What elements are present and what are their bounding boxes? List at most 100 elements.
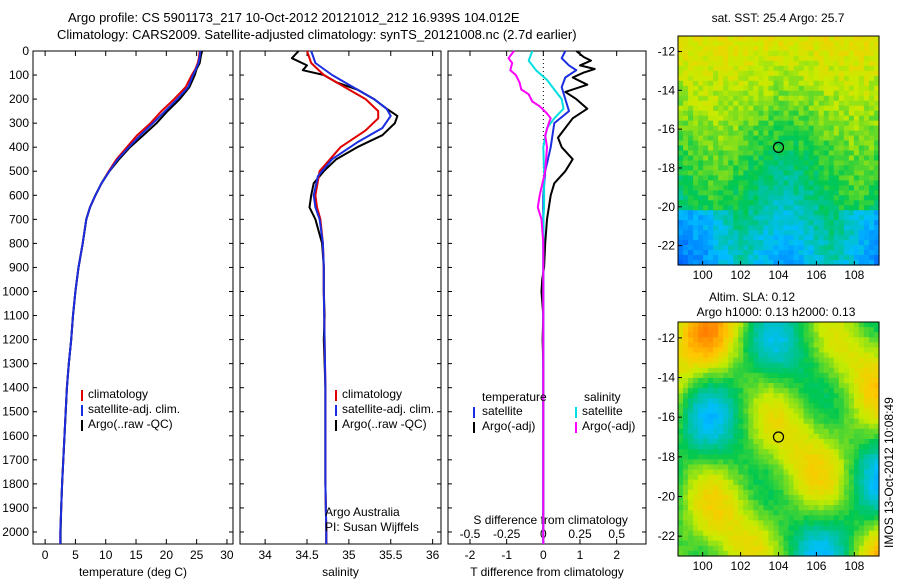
sla_map-cell — [693, 535, 699, 542]
sst_map-cell — [863, 110, 870, 117]
sla_map-cell — [713, 515, 719, 521]
temperature-xtick-label: 30 — [220, 548, 234, 562]
sst_map-cell — [733, 135, 739, 142]
sst_map-cell — [743, 215, 749, 221]
sst_map-cell — [753, 40, 760, 47]
sla_map-cell — [843, 357, 850, 364]
sst_map-cell — [813, 255, 820, 261]
sst_map-cell — [688, 70, 694, 77]
sla_map-cell — [698, 464, 704, 471]
sst_map-cell — [688, 175, 694, 181]
sla_map-cell — [743, 474, 749, 481]
sla_map-cell — [863, 398, 870, 404]
sla_map-cell — [823, 357, 830, 364]
sst_map-cell — [778, 205, 785, 211]
sst_map-cell — [758, 110, 765, 117]
sla_map-cell — [863, 357, 870, 364]
sla_map-cell — [703, 372, 709, 379]
sla_map-cell — [798, 479, 805, 486]
sst_map-cell — [723, 240, 729, 246]
sst_map-cell — [823, 180, 830, 186]
sla_map-cell — [718, 510, 724, 516]
sla_map-cell — [858, 347, 865, 354]
sst_map-cell — [718, 205, 724, 211]
sst_map-cell — [753, 220, 760, 226]
sst_map-cell — [838, 195, 845, 201]
sst_map-cell — [803, 150, 810, 157]
sla_map-cell — [738, 342, 744, 349]
sst_map-cell — [728, 130, 734, 137]
sla_map-cell — [828, 342, 835, 349]
sla_map-cell — [748, 362, 754, 369]
sla_map-cell — [678, 464, 684, 471]
sla_map-cell — [683, 505, 689, 511]
sst_map-cell — [803, 55, 810, 62]
sst_map-cell — [708, 195, 714, 201]
sst_map-cell — [683, 225, 689, 231]
sla_map-cell — [833, 413, 840, 420]
sla_map-cell — [678, 540, 684, 547]
sla_map-cell — [693, 388, 699, 394]
sla_map-cell — [698, 500, 704, 506]
sla_map-cell — [803, 408, 810, 415]
sla_map-cell — [743, 398, 749, 404]
sla_map-cell — [868, 408, 875, 415]
sst_map-cell — [838, 130, 845, 137]
difference-xtick-label: 0 — [540, 548, 547, 562]
sla_map-cell — [758, 352, 765, 359]
sst_map-cell — [763, 260, 770, 266]
sst_map-cell — [838, 250, 845, 256]
sla_map-cell — [873, 337, 880, 343]
sla_map-cell — [813, 322, 820, 328]
sla_map-cell — [773, 367, 780, 374]
sla_map-cell — [798, 342, 805, 349]
sst_map-cell — [783, 235, 790, 241]
sst_map-cell — [743, 115, 749, 122]
sla_map-cell — [693, 403, 699, 410]
sla_map-cell — [833, 428, 840, 435]
sst_map-cell — [733, 245, 739, 251]
sla_map-cell — [828, 398, 835, 404]
sla_map-cell — [733, 459, 739, 466]
sst_map-cell — [683, 165, 689, 172]
sla_map-cell — [798, 347, 805, 354]
sla_map-cell — [783, 550, 790, 557]
sla_map-cell — [843, 342, 850, 349]
sst_map-cell — [818, 90, 825, 97]
sst_map-cell — [708, 205, 714, 211]
sla_map-cell — [733, 433, 739, 440]
sst_map-cell — [708, 175, 714, 181]
sla_map-cell — [698, 418, 704, 425]
sla_map-cell — [868, 515, 875, 521]
difference-xtick-label: -1 — [501, 548, 512, 562]
sst_map-cell — [728, 95, 734, 102]
sla_map-cell — [803, 322, 810, 328]
sla_map-cell — [848, 388, 855, 394]
sst_map-cell — [838, 210, 845, 216]
sla_map-cell — [758, 459, 765, 466]
sst_map-cell — [783, 150, 790, 157]
sst_map-cell — [723, 245, 729, 251]
sla_map-cell — [693, 474, 699, 481]
sst_map-cell — [808, 145, 815, 152]
sst_map-cell — [708, 110, 714, 117]
sst_map-cell — [778, 50, 785, 57]
sst_map-cell — [778, 60, 785, 67]
sla_map-cell — [828, 449, 835, 455]
sst_map-cell — [693, 40, 699, 47]
sst_map-cell — [838, 70, 845, 77]
sla_map-cell — [728, 327, 734, 333]
sla_map-cell — [758, 535, 765, 542]
sst_map-cell — [793, 145, 800, 152]
sst_map-cell — [823, 160, 830, 167]
sst_map-cell — [793, 36, 800, 42]
sst_map-cell — [738, 50, 744, 57]
sst_map-cell — [823, 105, 830, 112]
sla_map-cell — [678, 505, 684, 511]
sla_map-cell — [713, 342, 719, 349]
sst_map-cell — [843, 175, 850, 181]
sst_map-cell — [813, 110, 820, 117]
sst_map-cell — [823, 50, 830, 57]
sst_map-cell — [788, 215, 795, 221]
sla_map-cell — [718, 474, 724, 481]
